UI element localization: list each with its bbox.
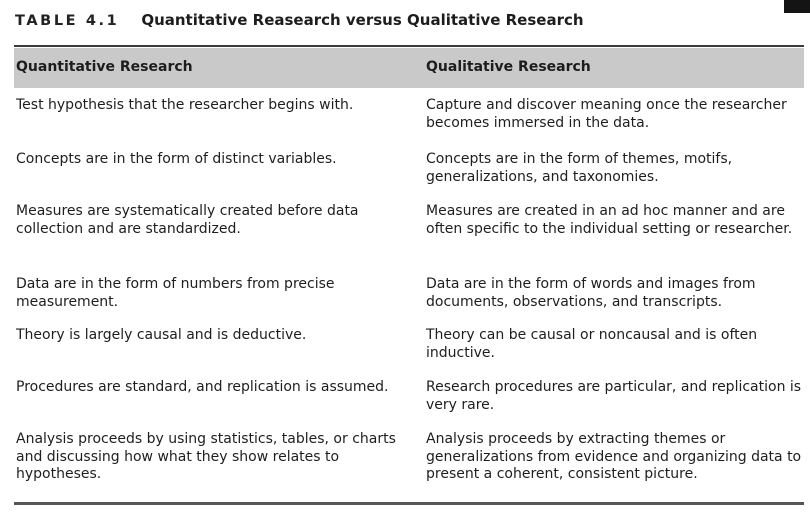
- qualitative-cell: Capture and discover meaning once the re…: [426, 97, 787, 131]
- header-quantitative: Quantitative Research: [16, 59, 193, 75]
- qualitative-cell: Data are in the form of words and images…: [426, 276, 756, 310]
- quantitative-cell: Data are in the form of numbers from pre…: [16, 276, 335, 310]
- header-qualitative: Qualitative Research: [426, 59, 591, 75]
- quantitative-cell: Analysis proceeds by using statistics, t…: [16, 431, 396, 482]
- qualitative-cell: Research procedures are particular, and …: [426, 379, 802, 413]
- quantitative-cell: Test hypothesis that the researcher begi…: [16, 97, 354, 113]
- quantitative-cell: Theory is largely causal and is deductiv…: [16, 327, 307, 343]
- qualitative-cell: Analysis proceeds by extracting themes o…: [426, 431, 802, 482]
- top-rule: [14, 45, 804, 47]
- table-caption: TABLE 4.1 Quantitative Reasearch versus …: [15, 11, 584, 35]
- table-label: TABLE 4.1: [15, 13, 120, 29]
- qualitative-cell: Concepts are in the form of themes, moti…: [426, 151, 733, 185]
- header-row: [14, 48, 804, 88]
- quantitative-cell: Concepts are in the form of distinct var…: [16, 151, 337, 167]
- quantitative-cell: Procedures are standard, and replication…: [16, 379, 389, 395]
- quantitative-cell: Measures are systematically created befo…: [16, 203, 359, 237]
- qualitative-cell: Theory can be causal or noncausal and is…: [426, 327, 758, 361]
- table-title: Quantitative Reasearch versus Qualitativ…: [141, 11, 584, 29]
- corner-marker: [784, 0, 810, 13]
- qualitative-cell: Measures are created in an ad hoc manner…: [426, 203, 793, 237]
- bottom-rule: [14, 502, 804, 505]
